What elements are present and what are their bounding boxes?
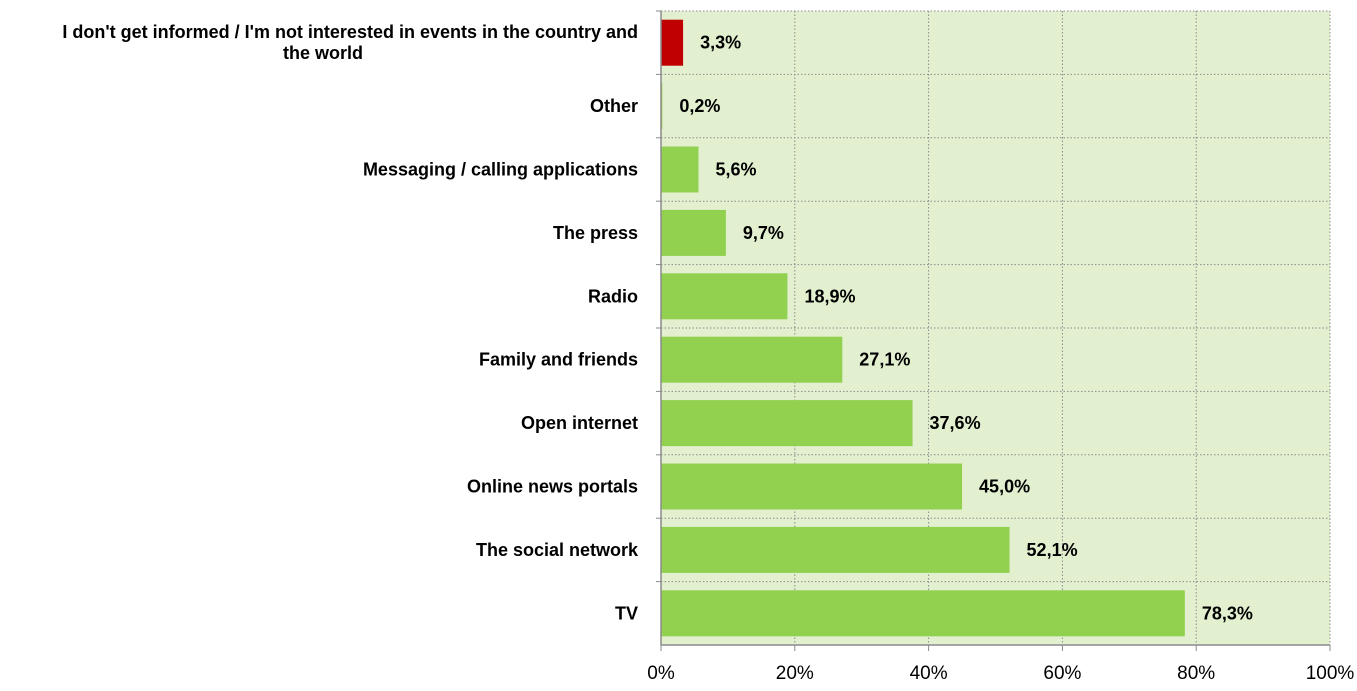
x-tick-label: 20% <box>776 663 814 684</box>
category-label: The press <box>553 223 638 243</box>
data-label: 18,9% <box>804 286 855 306</box>
category-label: The social network <box>476 540 639 560</box>
category-label: Open internet <box>521 413 638 433</box>
x-tick-label: 60% <box>1043 663 1081 684</box>
data-label: 5,6% <box>715 160 756 180</box>
x-tick-label: 100% <box>1306 663 1355 684</box>
bar <box>661 463 963 510</box>
bar <box>661 19 684 66</box>
category-label: the world <box>283 43 363 63</box>
bar <box>661 146 699 193</box>
data-label: 78,3% <box>1202 603 1253 623</box>
bar <box>661 590 1185 637</box>
bar <box>661 526 1010 573</box>
category-label: I don't get informed / I'm not intereste… <box>62 22 638 42</box>
x-tick-label: 40% <box>910 663 948 684</box>
data-label: 27,1% <box>859 350 910 370</box>
bar <box>661 400 913 447</box>
grid-lines <box>661 10 1331 645</box>
data-label: 52,1% <box>1027 540 1078 560</box>
data-label: 3,3% <box>700 33 741 53</box>
bar <box>661 273 788 320</box>
axes <box>656 10 1331 651</box>
category-label: Radio <box>588 286 638 306</box>
data-label: 0,2% <box>679 96 720 116</box>
data-label: 9,7% <box>743 223 784 243</box>
category-label: Family and friends <box>479 350 638 370</box>
x-tick-label: 0% <box>647 663 675 684</box>
bar <box>661 209 726 256</box>
labels: 3,3% I don't get informed / I'm not inter… <box>62 22 1354 684</box>
bars <box>661 19 1185 637</box>
bar <box>661 336 843 383</box>
data-label: 37,6% <box>930 413 981 433</box>
category-label: Messaging / calling applications <box>363 160 638 180</box>
category-label: Other <box>590 96 638 116</box>
x-tick-label: 80% <box>1177 663 1215 684</box>
category-label: TV <box>615 603 638 623</box>
data-label: 45,0% <box>979 477 1030 497</box>
category-label: Online news portals <box>467 477 638 497</box>
